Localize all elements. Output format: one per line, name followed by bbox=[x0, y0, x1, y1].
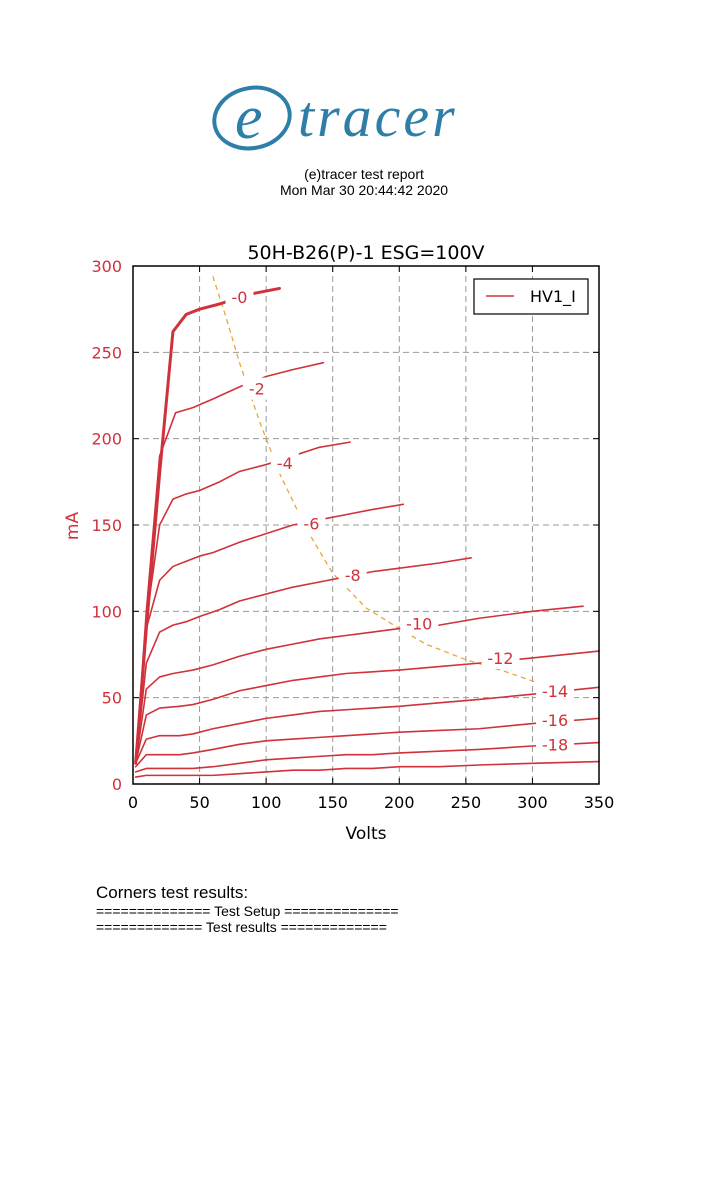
y-tick-label: 300 bbox=[91, 257, 122, 276]
x-tick-label: 50 bbox=[189, 793, 209, 812]
series-line bbox=[134, 557, 472, 765]
series-line bbox=[134, 503, 405, 765]
legend: HV1_I bbox=[473, 278, 589, 315]
curve-label-bg bbox=[481, 646, 520, 669]
test-setup-line: ============== Test Setup ============== bbox=[96, 903, 399, 919]
tick-labels: 0 50 100 150 200 250 300 350 0 50 100 150 200 250 300 bbox=[91, 257, 614, 812]
curve-label: -8 bbox=[345, 566, 361, 585]
curve-labels: -0 -2 -4 -6 -8 -10 -12 -14 -16 -18 bbox=[225, 286, 575, 756]
series-line bbox=[134, 717, 600, 768]
curve-label: -10 bbox=[406, 614, 432, 633]
x-tick-label: 200 bbox=[384, 793, 415, 812]
y-tick-label: 100 bbox=[91, 602, 122, 621]
series-line bbox=[134, 605, 584, 765]
report-title: (e)tracer test report bbox=[304, 166, 424, 182]
series-line bbox=[134, 686, 600, 765]
series-line bbox=[134, 650, 600, 765]
chart-title: 50H-B26(P)-1 ESG=100V bbox=[247, 242, 484, 264]
load-line-path bbox=[212, 276, 573, 694]
logo-e: e bbox=[235, 84, 263, 152]
logo-tracer: tracer bbox=[298, 84, 458, 149]
curve-label-bg bbox=[225, 286, 254, 309]
load-line bbox=[212, 276, 573, 694]
plot-frame bbox=[132, 265, 600, 785]
series-line bbox=[134, 741, 600, 773]
curve-label-bg bbox=[536, 709, 575, 732]
y-axis-label: mA bbox=[63, 512, 83, 541]
curve-label-bg bbox=[270, 451, 299, 474]
etracer-logo: e tracer bbox=[212, 84, 458, 152]
corners-title: Corners test results: bbox=[96, 883, 249, 902]
x-tick-label: 150 bbox=[317, 793, 348, 812]
series-line bbox=[134, 441, 351, 765]
x-tick-label: 300 bbox=[517, 793, 548, 812]
grid bbox=[133, 266, 599, 784]
report-date: Mon Mar 30 20:44:42 2020 bbox=[279, 182, 449, 198]
x-axis-label: Volts bbox=[346, 824, 387, 844]
x-tick-label: 350 bbox=[584, 793, 615, 812]
curve-label: -12 bbox=[487, 649, 513, 668]
curve-label: -2 bbox=[249, 380, 265, 399]
plate-curves-chart: -0 -2 -4 -6 -8 -10 -12 -14 -16 -18 0 50 100 150 200 25… bbox=[63, 242, 614, 844]
series-line bbox=[134, 286, 281, 765]
curve-label: -6 bbox=[303, 514, 319, 533]
curve-label-bg bbox=[400, 612, 439, 635]
curve-label-bg bbox=[536, 679, 575, 702]
curve-label: -16 bbox=[542, 711, 568, 730]
x-tick-label: 0 bbox=[128, 793, 138, 812]
curve-label: -4 bbox=[277, 454, 293, 473]
y-tick-label: 150 bbox=[91, 516, 122, 535]
curve-label: -0 bbox=[232, 288, 248, 307]
x-tick-label: 100 bbox=[251, 793, 282, 812]
y-tick-label: 250 bbox=[91, 343, 122, 362]
curve-label: -14 bbox=[542, 682, 568, 701]
x-tick-label: 250 bbox=[451, 793, 482, 812]
curve-label-bg bbox=[536, 733, 575, 756]
y-tick-label: 200 bbox=[91, 430, 122, 449]
curve-label-bg bbox=[242, 377, 271, 400]
series-group bbox=[134, 286, 600, 778]
curve-label-bg bbox=[297, 512, 326, 535]
y-tick-label: 50 bbox=[102, 689, 122, 708]
legend-label: HV1_I bbox=[530, 287, 576, 307]
test-results-line: ============= Test results ============= bbox=[96, 919, 387, 935]
series-line bbox=[134, 361, 325, 765]
curve-label: -18 bbox=[542, 735, 568, 754]
series-line bbox=[134, 760, 600, 778]
curve-label-bg bbox=[338, 564, 367, 587]
y-tick-label: 0 bbox=[112, 775, 122, 794]
